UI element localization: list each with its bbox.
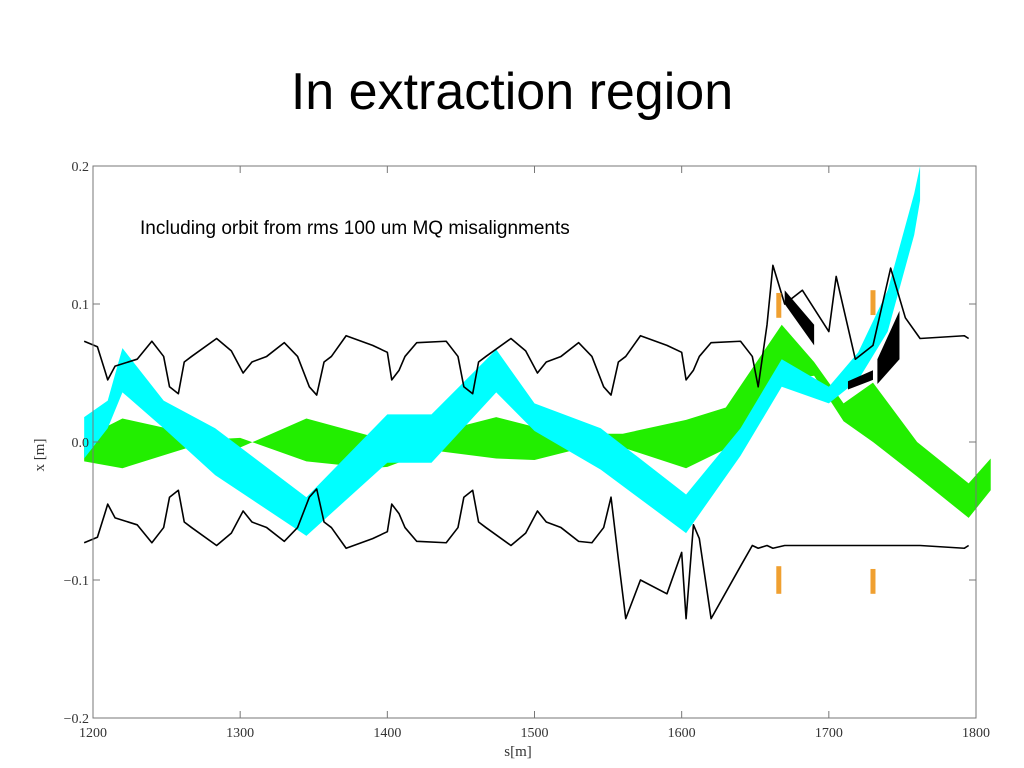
- x-axis-label: s[m]: [504, 744, 532, 760]
- septum-marker: [870, 290, 876, 316]
- band-series-2: [784, 290, 815, 346]
- band-series-3: [847, 370, 873, 390]
- x-tick-label: 1600: [668, 726, 696, 741]
- aperture-line-0: [83, 264, 970, 396]
- y-tick-label: 0.2: [72, 160, 90, 175]
- y-axis-label: x [m]: [32, 439, 48, 472]
- chart-annotation: Including orbit from rms 100 um MQ misal…: [140, 218, 570, 239]
- aperture-line-1: [83, 488, 970, 620]
- band-series-0: [84, 324, 991, 518]
- septum-marker: [776, 292, 782, 318]
- septum-marker: [870, 568, 876, 594]
- x-tick-label: 1500: [521, 726, 549, 741]
- x-tick-label: 1300: [226, 726, 254, 741]
- x-tick-label: 1700: [815, 726, 843, 741]
- axis-ticks: 1200 1300 1400 1500 1600 1700 1800 −0.2 −0.1 0.0 0…: [64, 160, 990, 741]
- y-tick-label: −0.2: [64, 712, 89, 727]
- band-series-4: [877, 310, 900, 385]
- septum-marker: [776, 566, 782, 594]
- y-tick-label: 0.0: [72, 436, 90, 451]
- x-tick-label: 1800: [962, 726, 990, 741]
- y-tick-label: −0.1: [64, 574, 89, 589]
- slide-title: In extraction region: [290, 63, 734, 121]
- plot-area: [83, 166, 991, 620]
- x-tick-label: 1200: [79, 726, 107, 741]
- x-tick-label: 1400: [373, 726, 401, 741]
- chart: 1200 1300 1400 1500 1600 1700 1800 −0.2 −0.1 0.0 0…: [32, 160, 991, 760]
- y-tick-label: 0.1: [72, 298, 90, 313]
